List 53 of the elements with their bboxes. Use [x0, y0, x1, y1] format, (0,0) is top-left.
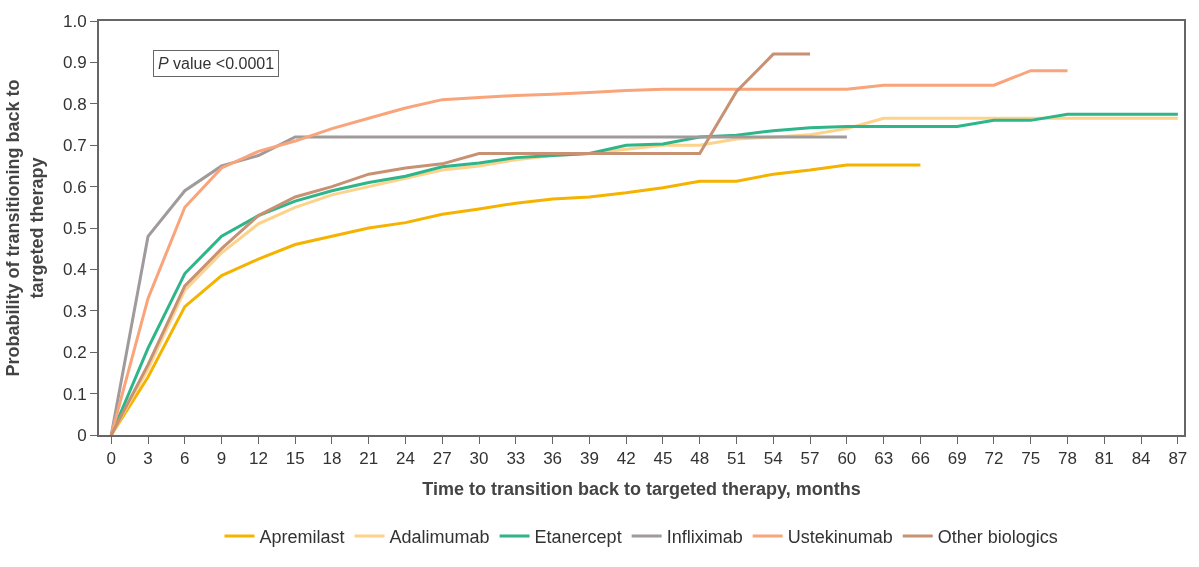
x-tick-label: 81: [1094, 449, 1114, 469]
y-tick-label: 0.4: [62, 260, 87, 280]
x-tick-label: 18: [322, 449, 342, 469]
line-series: [109, 69, 1070, 435]
x-tick-label: 75: [1021, 449, 1041, 469]
x-tick-label: 78: [1058, 449, 1077, 469]
x-axis-title: Time to transition back to targeted therapy, months: [422, 479, 861, 499]
x-tick-label: 24: [396, 449, 415, 469]
line-series: [109, 52, 812, 435]
y-tick-label: 0.2: [62, 343, 87, 363]
legend-label: Etanercept: [534, 527, 622, 548]
x-tick-label: 69: [947, 449, 967, 469]
x-tick-label: 30: [469, 449, 489, 469]
y-tick-label: 0: [77, 425, 87, 445]
x-tick-label: 15: [285, 449, 305, 469]
x-tick-label: 54: [763, 449, 783, 469]
x-tick-label: 84: [1131, 449, 1151, 469]
y-tick-label: 0.9: [62, 53, 87, 73]
y-tick-label: 0.3: [62, 301, 87, 321]
annotation: P value <0.0001: [158, 55, 275, 72]
x-tick-label: 51: [727, 449, 746, 469]
x-tick-label: 57: [800, 449, 820, 469]
y-tick-label: 0.7: [62, 136, 87, 156]
x-tick-label: 36: [543, 449, 563, 469]
x-tick-label: 6: [180, 449, 190, 469]
x-tick-label: 66: [910, 449, 930, 469]
x-tick-label: 48: [690, 449, 710, 469]
x-tick-label: 9: [216, 449, 227, 469]
x-tick-label: 87: [1168, 449, 1188, 469]
legend-label: Apremilast: [259, 527, 345, 548]
x-tick-label: 21: [359, 449, 379, 469]
legend-label: Adalimumab: [389, 527, 490, 548]
x-tick-label: 45: [653, 449, 673, 469]
legend-label: Infliximab: [666, 527, 743, 548]
legend-label: Ustekinumab: [787, 527, 893, 548]
x-tick-label: 60: [837, 449, 857, 469]
y-tick-label: 0.1: [62, 384, 87, 404]
y-tick-label: 0.8: [62, 94, 87, 114]
x-tick-label: 42: [616, 449, 636, 469]
y-tick-label: 0.5: [62, 218, 87, 238]
x-tick-label: 0: [106, 449, 116, 469]
x-tick-label: 39: [579, 449, 599, 469]
x-tick-label: 63: [874, 449, 894, 469]
legend-label: Other biologics: [937, 527, 1058, 548]
x-tick-label: 27: [432, 449, 452, 469]
x-tick-label: 33: [506, 449, 526, 469]
x-tick-label: 3: [143, 449, 153, 469]
y-tick-label: 0.6: [62, 177, 87, 197]
y-tick-label: 1.0: [62, 11, 87, 31]
y-axis-title: Probability of transitioning back to targeted therapy: [3, 79, 47, 377]
x-tick-label: 12: [248, 449, 268, 469]
line-series: [109, 135, 849, 435]
x-tick-label: 72: [984, 449, 1004, 469]
